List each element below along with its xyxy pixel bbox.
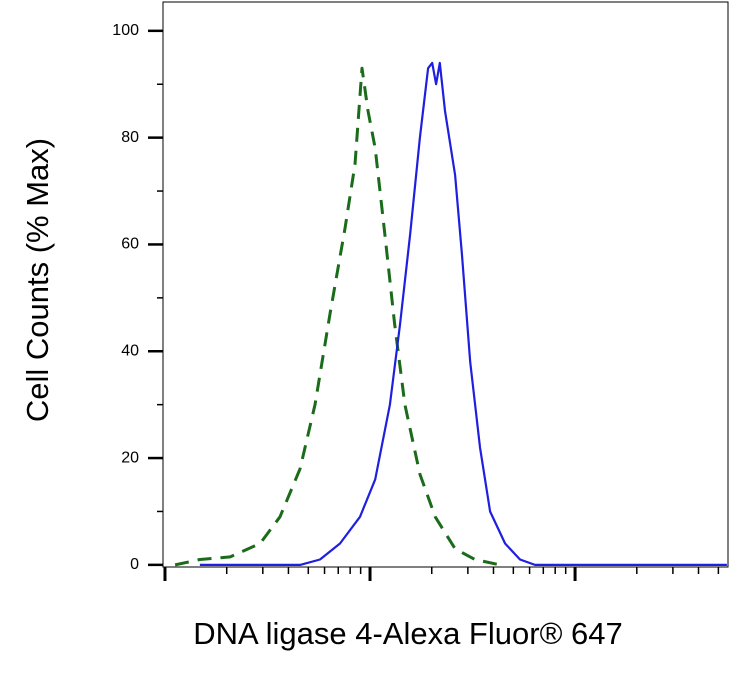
y-tick-label: 60	[121, 236, 139, 253]
y-tick-label: 80	[121, 129, 139, 146]
y-axis-label: Cell Counts (% Max)	[20, 138, 55, 422]
y-tick-label: 20	[121, 449, 139, 466]
histogram-line	[199, 61, 727, 566]
x-axis-label: DNA ligase 4-Alexa Fluor® 647	[193, 616, 623, 651]
y-tick-label: 40	[121, 342, 139, 359]
y-tick-label: 0	[130, 556, 139, 573]
y-tick-label: 100	[112, 22, 139, 39]
plot-frame	[162, 1, 729, 568]
histogram-line	[174, 66, 501, 567]
